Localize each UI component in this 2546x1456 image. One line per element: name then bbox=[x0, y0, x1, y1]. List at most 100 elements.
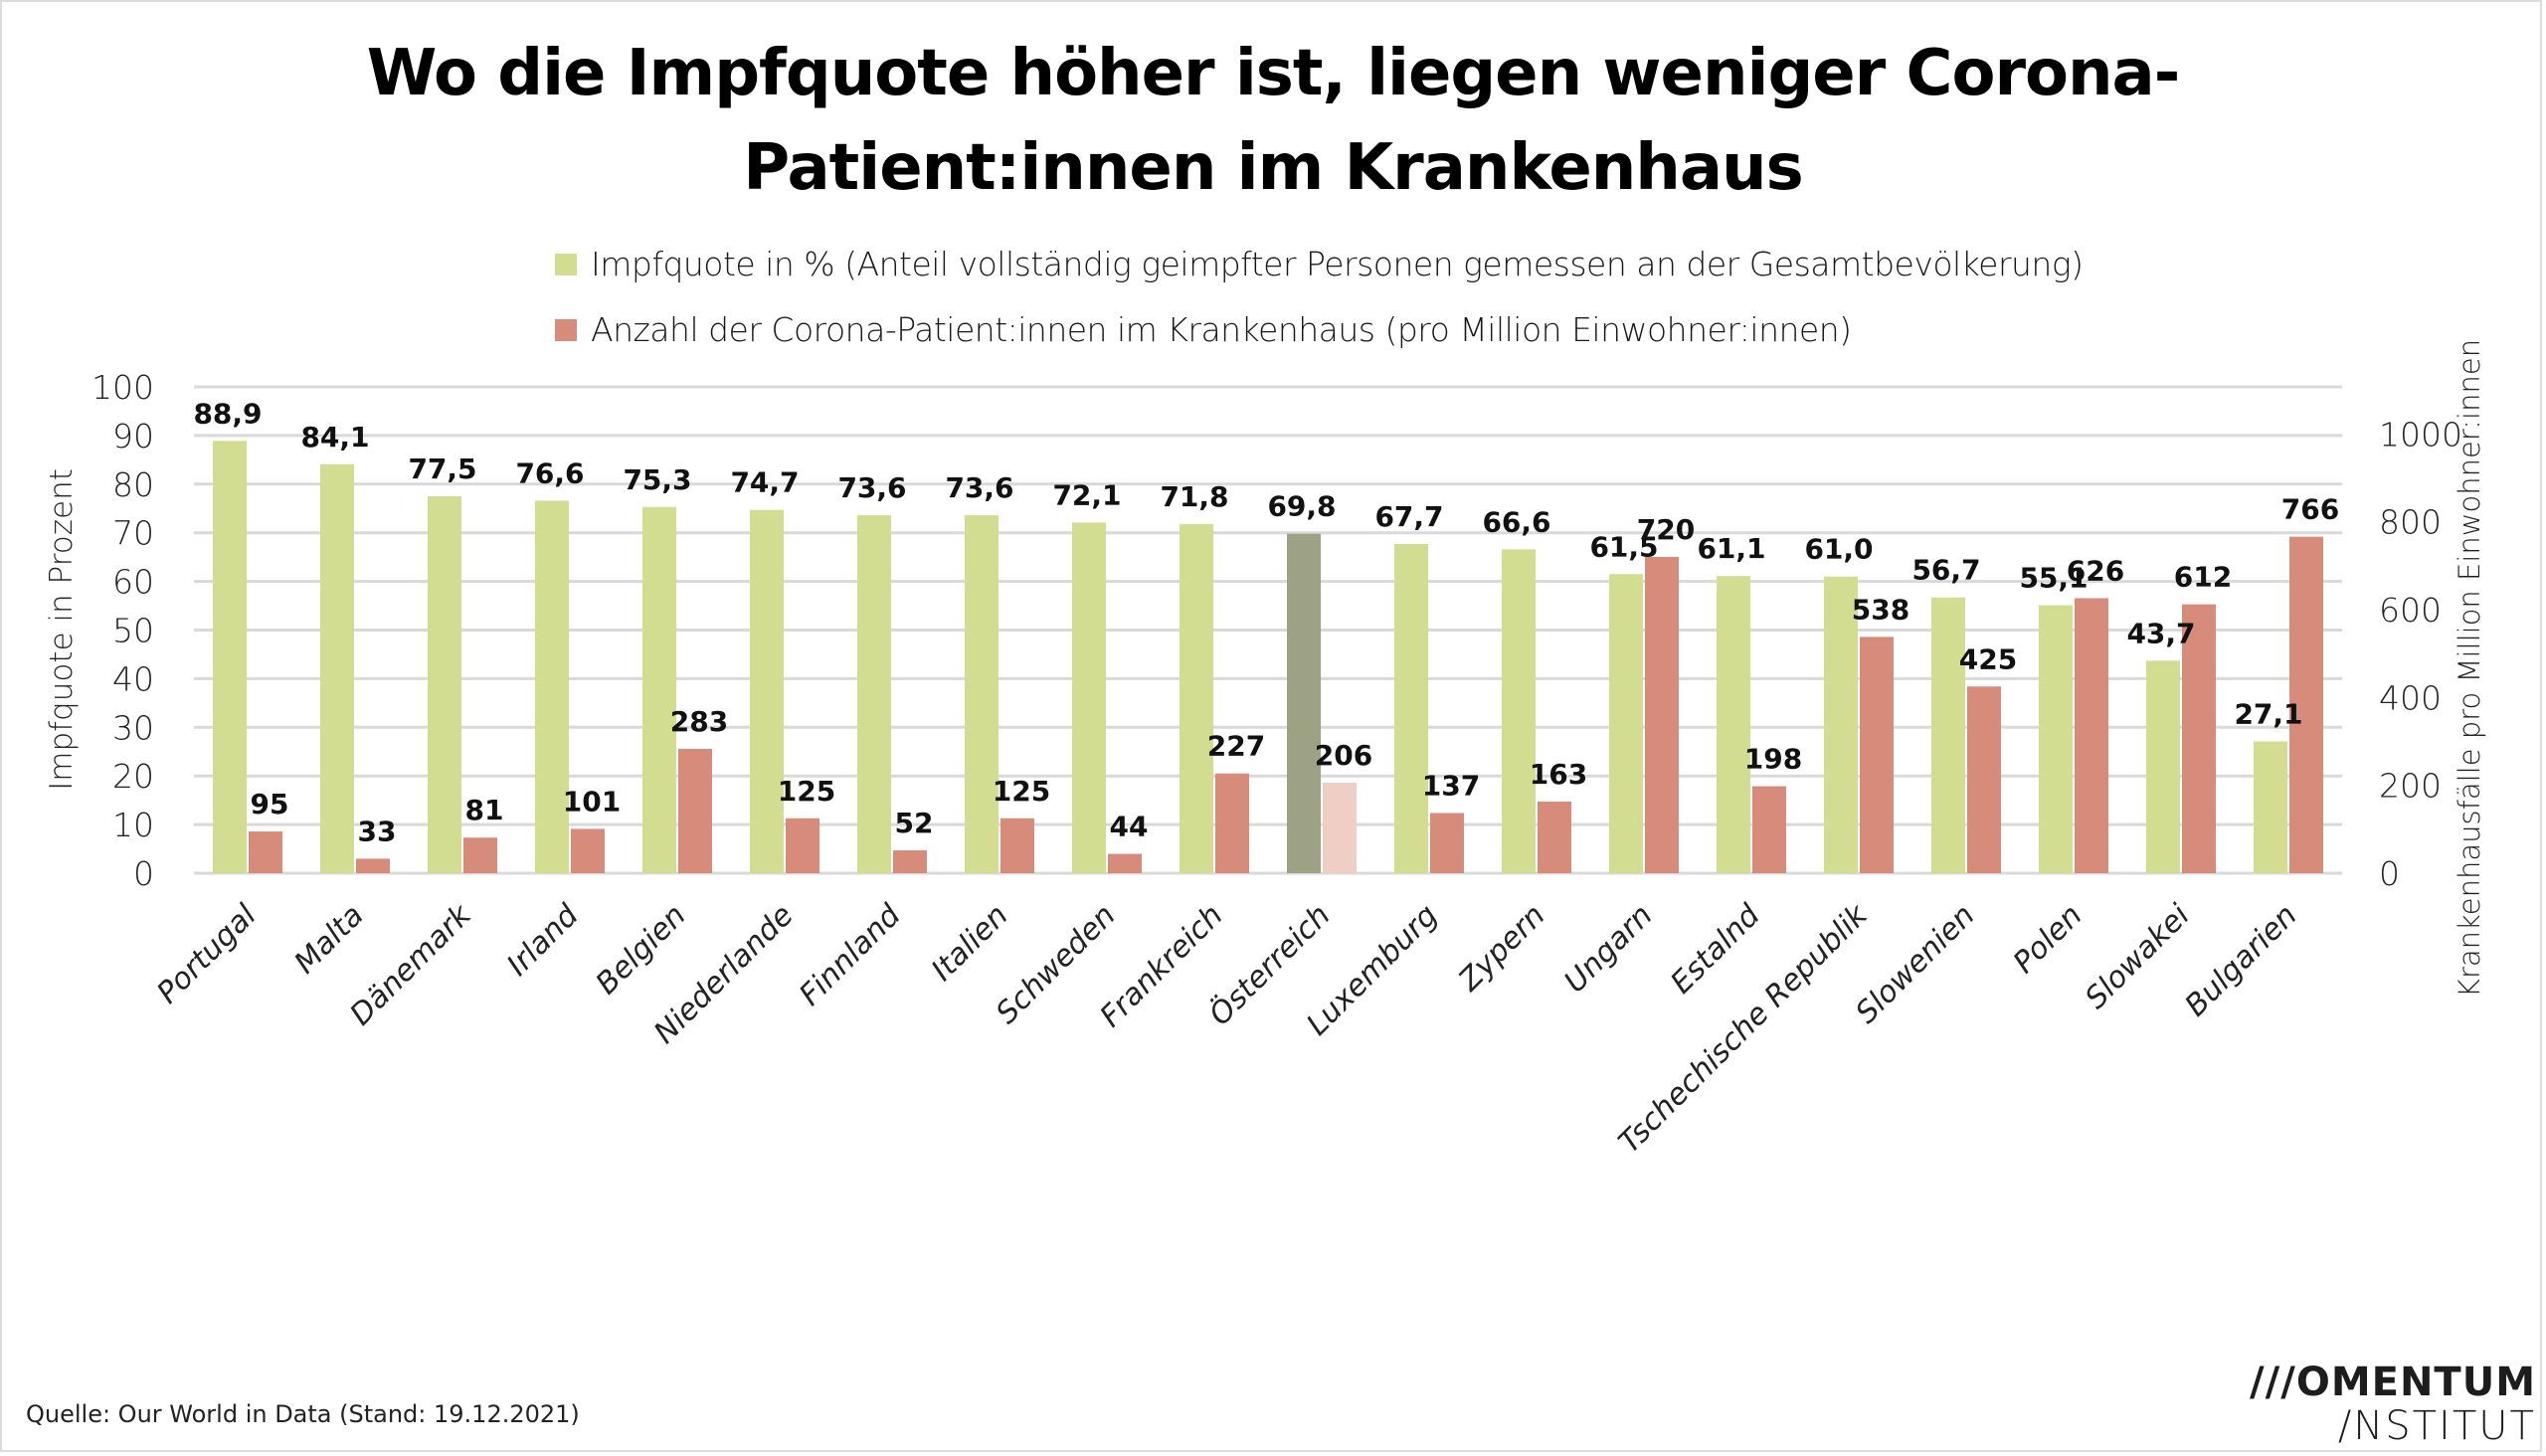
data-label-vaccination: 84,1 bbox=[300, 421, 369, 454]
bar-vaccination-10 bbox=[1287, 533, 1321, 873]
bar-vaccination-13 bbox=[1609, 574, 1643, 873]
x-tick-label: Bulgarien bbox=[2178, 898, 2303, 1023]
y-tick-right: 800 bbox=[2379, 503, 2442, 542]
bar-vaccination-8 bbox=[1072, 522, 1106, 873]
x-tick-label: Italien bbox=[925, 898, 1015, 989]
bar-vaccination-7 bbox=[965, 515, 999, 873]
bar-vaccination-0 bbox=[213, 441, 247, 873]
bar-hospital-0 bbox=[249, 831, 282, 873]
bar-hospital-13 bbox=[1645, 556, 1679, 873]
data-label-hospital: 612 bbox=[2174, 561, 2232, 594]
data-label-hospital: 125 bbox=[778, 775, 835, 808]
y-tick-left: 50 bbox=[112, 612, 154, 650]
bar-hospital-4 bbox=[678, 748, 712, 873]
bar-vaccination-17 bbox=[2039, 605, 2073, 873]
y-tick-left: 10 bbox=[112, 806, 154, 844]
data-label-vaccination: 67,7 bbox=[1374, 500, 1443, 533]
bar-vaccination-4 bbox=[642, 506, 676, 873]
data-label-vaccination: 72,1 bbox=[1052, 478, 1121, 511]
data-label-hospital: 81 bbox=[465, 794, 504, 826]
y-tick-left: 70 bbox=[112, 514, 154, 553]
bar-hospital-10 bbox=[1323, 783, 1357, 873]
bar-vaccination-15 bbox=[1824, 576, 1858, 873]
data-label-hospital: 52 bbox=[895, 807, 934, 839]
bar-vaccination-2 bbox=[428, 496, 461, 873]
y-tick-left: 0 bbox=[133, 854, 154, 893]
y-tick-left: 80 bbox=[112, 465, 154, 504]
bar-vaccination-14 bbox=[1717, 576, 1750, 873]
x-tick-label: Polen bbox=[2007, 898, 2090, 981]
bar-hospital-19 bbox=[2289, 536, 2323, 873]
legend-label-vaccination: Impfquote in % (Anteil vollständig geimp… bbox=[591, 245, 2084, 283]
data-label-vaccination: 43,7 bbox=[2126, 617, 2195, 649]
bar-vaccination-6 bbox=[857, 515, 891, 873]
x-tick-label: Zypern bbox=[1451, 898, 1551, 999]
legend-swatch-hospital bbox=[555, 318, 577, 341]
data-label-vaccination: 88,9 bbox=[193, 397, 262, 430]
bar-hospital-9 bbox=[1215, 773, 1249, 873]
data-label-hospital: 626 bbox=[2067, 554, 2124, 587]
chart-title-line-2: Patient:innen im Krankenhaus bbox=[743, 131, 1803, 205]
data-label-vaccination: 74,7 bbox=[730, 466, 799, 499]
bar-hospital-14 bbox=[1752, 786, 1786, 873]
data-label-vaccination: 73,6 bbox=[945, 471, 1013, 504]
data-label-vaccination: 69,8 bbox=[1267, 490, 1336, 523]
data-label-vaccination: 75,3 bbox=[623, 463, 691, 496]
y-tick-left: 30 bbox=[112, 708, 154, 747]
data-label-vaccination: 27,1 bbox=[2234, 697, 2302, 730]
y-tick-right: 200 bbox=[2379, 767, 2442, 806]
data-label-vaccination: 73,6 bbox=[837, 471, 906, 504]
data-label-vaccination: 77,5 bbox=[408, 453, 476, 485]
y-tick-left: 40 bbox=[112, 659, 154, 698]
data-label-hospital: 206 bbox=[1315, 739, 1372, 772]
data-labels: 88,9 95 84,1 33 77,5 81 76,6 101 75,3 283 74,7 125 7… bbox=[193, 397, 2339, 847]
bar-hospital-12 bbox=[1538, 801, 1571, 873]
x-tick-label: Irland bbox=[500, 897, 586, 983]
y-axis-left: 0 10 20 30 40 50 60 70 80 90 100 bbox=[91, 368, 154, 893]
y-tick-right: 1000 bbox=[2379, 415, 2462, 454]
data-label-hospital: 33 bbox=[358, 815, 397, 847]
y-tick-right: 600 bbox=[2379, 591, 2442, 630]
data-label-hospital: 538 bbox=[1852, 593, 1910, 626]
data-label-vaccination: 61,1 bbox=[1697, 532, 1765, 565]
bar-hospital-3 bbox=[571, 828, 605, 873]
bar-vaccination-16 bbox=[1931, 597, 1965, 873]
momentum-institut-logo: ///OMENTUM /NSTITUT bbox=[2250, 1363, 2536, 1446]
bar-hospital-5 bbox=[786, 818, 819, 873]
x-tick-label: Estalnd bbox=[1664, 897, 1767, 1001]
data-label-hospital: 227 bbox=[1207, 730, 1265, 763]
data-label-hospital: 720 bbox=[1637, 513, 1695, 546]
bar-vaccination-9 bbox=[1180, 523, 1213, 873]
bar-hospital-1 bbox=[356, 858, 390, 873]
y-tick-right: 0 bbox=[2379, 854, 2400, 893]
data-label-hospital: 95 bbox=[251, 788, 289, 820]
bar-vaccination-1 bbox=[320, 463, 354, 873]
logo-line-1: ///OMENTUM bbox=[2249, 1360, 2536, 1405]
bar-vaccination-18 bbox=[2146, 660, 2180, 873]
y-axis-right: 0 200 400 600 800 1000 bbox=[2379, 415, 2462, 893]
x-tick-label: Finnland bbox=[793, 897, 908, 1012]
y-tick-left: 60 bbox=[112, 563, 154, 602]
legend-item-vaccination: Impfquote in % (Anteil vollständig geimp… bbox=[555, 245, 2084, 283]
source-note: Quelle: Our World in Data (Stand: 19.12.… bbox=[26, 1400, 580, 1428]
data-label-hospital: 198 bbox=[1744, 743, 1802, 776]
bar-hospital-16 bbox=[1967, 686, 2001, 873]
data-label-hospital: 101 bbox=[563, 785, 621, 818]
data-label-vaccination: 76,6 bbox=[515, 456, 584, 489]
data-label-hospital: 425 bbox=[1959, 642, 2017, 675]
legend-label-hospital: Anzahl der Corona-Patient:innen im Krank… bbox=[591, 310, 1852, 349]
data-label-hospital: 125 bbox=[993, 775, 1050, 808]
data-label-hospital: 766 bbox=[2281, 493, 2339, 526]
data-label-vaccination: 56,7 bbox=[1911, 554, 1980, 587]
x-tick-label: Portugal bbox=[150, 897, 264, 1010]
data-label-vaccination: 61,0 bbox=[1804, 533, 1873, 566]
bar-hospital-11 bbox=[1430, 813, 1464, 873]
y-tick-left: 20 bbox=[112, 757, 154, 796]
data-label-hospital: 283 bbox=[670, 705, 728, 738]
y-axis-left-title: Impfquote in Prozent bbox=[44, 468, 80, 791]
data-label-vaccination: 66,6 bbox=[1482, 505, 1550, 538]
x-tick-label: Malta bbox=[287, 898, 370, 981]
